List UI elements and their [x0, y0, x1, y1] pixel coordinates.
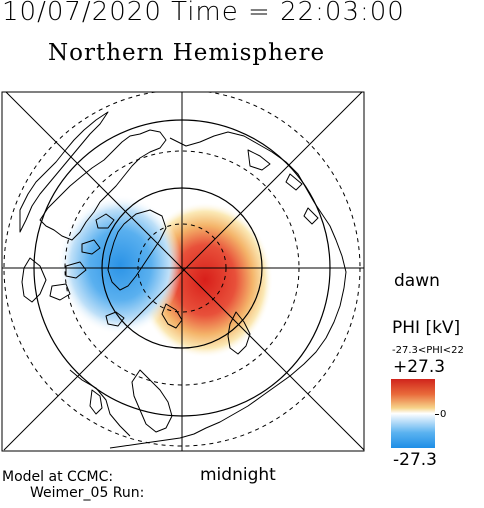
- run-credit: Weimer_05 Run:: [30, 485, 145, 501]
- hemisphere-title: Northern Hemisphere: [48, 40, 326, 66]
- coastline-svalbard: [161, 303, 183, 329]
- colorbar-zero-tick: [435, 414, 439, 415]
- colorbar-gradient: [391, 379, 435, 448]
- midnight-label: midnight: [200, 465, 276, 485]
- colorbar-zero-label: 0: [440, 409, 447, 420]
- coastline-scandinavia: [131, 369, 173, 433]
- coastline-uk: [89, 389, 103, 415]
- coastline-novaya-zemlya: [227, 311, 251, 355]
- polar-map: [1, 91, 365, 452]
- coastline-north-america: [39, 129, 167, 241]
- coastline-alaska: [19, 111, 109, 233]
- colorbar-title: PHI [kV]: [392, 318, 461, 338]
- coastline-europe: [69, 369, 131, 437]
- model-credit: Model at CCMC:: [2, 469, 114, 485]
- colorbar-max-label: +27.3: [393, 357, 446, 377]
- coastline-hudson-bay: [21, 257, 47, 303]
- colorbar-range: -27.3<PHI<22: [392, 345, 464, 356]
- coastline-canadian-archipelago: [49, 213, 115, 301]
- coastline-eurasia: [109, 287, 345, 449]
- dawn-label: dawn: [394, 271, 440, 291]
- coastline-iceland: [105, 311, 125, 327]
- coastline-siberia: [169, 131, 347, 289]
- coastline-siberia-islands: [247, 149, 319, 225]
- negative-potential-cell: [58, 195, 182, 335]
- colorbar-min-label: -27.3: [393, 450, 437, 470]
- coastline-greenland: [107, 209, 167, 291]
- timestamp-title: 10/07/2020 Time = 22:03:00: [2, 0, 405, 27]
- meridian-line: [3, 92, 363, 451]
